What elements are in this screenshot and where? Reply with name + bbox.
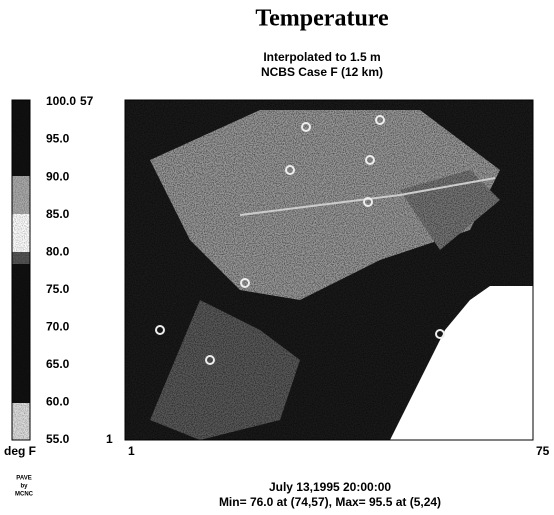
logo-text: PAVE [16, 476, 31, 482]
colorbar-label: 75.0 [46, 282, 70, 296]
colorbar-label: 100.0 [46, 94, 76, 108]
colorbar-label: 55.0 [46, 432, 70, 446]
logo-text: by [20, 484, 28, 490]
y-axis-top: 57 [80, 94, 94, 108]
colorbar-label: 80.0 [46, 244, 70, 258]
colorbar-label: 70.0 [46, 320, 70, 334]
title: Temperature [255, 6, 389, 32]
y-axis-bottom: 1 [106, 432, 113, 446]
colorbar-label: 65.0 [46, 357, 70, 371]
x-axis-right: 75 [536, 444, 550, 458]
stats-label: Min= 76.0 at (74,57), Max= 95.5 at (5,24… [219, 495, 441, 509]
subtitle: NCBS Case F (12 km) [261, 65, 383, 79]
subtitle: Interpolated to 1.5 m [263, 50, 380, 64]
colorbar-label: 90.0 [46, 169, 70, 183]
colorbar-label: 85.0 [46, 207, 70, 221]
colorbar-label: 95.0 [46, 132, 70, 146]
map [124, 99, 534, 441]
x-axis-left: 1 [128, 444, 135, 458]
unit-label: deg F [4, 444, 36, 458]
colorbar [11, 99, 31, 441]
time-label: July 13,1995 20:00:00 [269, 480, 391, 494]
logo-text: MCNC [15, 492, 34, 498]
colorbar-label: 60.0 [46, 395, 70, 409]
